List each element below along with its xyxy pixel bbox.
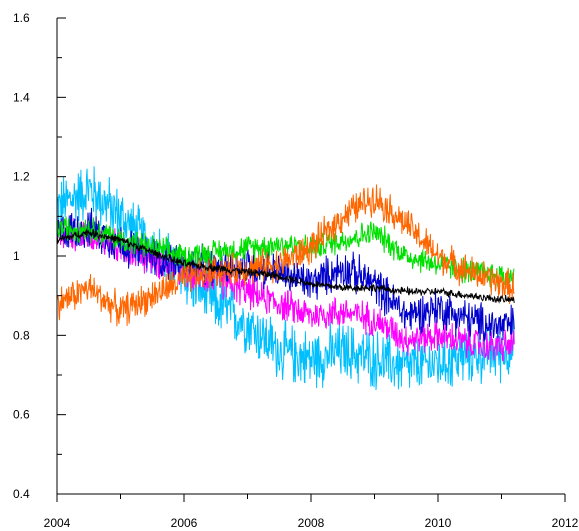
y-tick-label: 0.8	[13, 328, 30, 342]
series-line-1	[56, 218, 515, 362]
x-tick-label: 2004	[44, 516, 71, 530]
x-tick-label: 2012	[552, 516, 579, 530]
x-tick-label: 2010	[425, 516, 452, 530]
y-ticks	[57, 17, 66, 495]
series-layer	[56, 166, 515, 391]
series-line-5	[56, 228, 515, 304]
x-tick-labels: 2004 2006 2008 2010 2012	[44, 516, 579, 530]
y-tick-label: 1.4	[13, 90, 30, 104]
y-tick-label: 1	[13, 249, 20, 263]
y-tick-label: 0.6	[13, 408, 30, 422]
y-tick-labels: 0.4 0.6 0.8 1 1.2 1.4 1.6	[13, 11, 30, 501]
x-tick-label: 2008	[298, 516, 325, 530]
series-line-0	[56, 166, 515, 391]
x-ticks	[56, 494, 566, 502]
x-tick-label: 2006	[171, 516, 198, 530]
y-tick-label: 1.6	[13, 11, 30, 25]
series-line-4	[56, 184, 515, 327]
y-tick-label: 1.2	[13, 170, 30, 184]
y-tick-label: 0.4	[13, 487, 30, 501]
